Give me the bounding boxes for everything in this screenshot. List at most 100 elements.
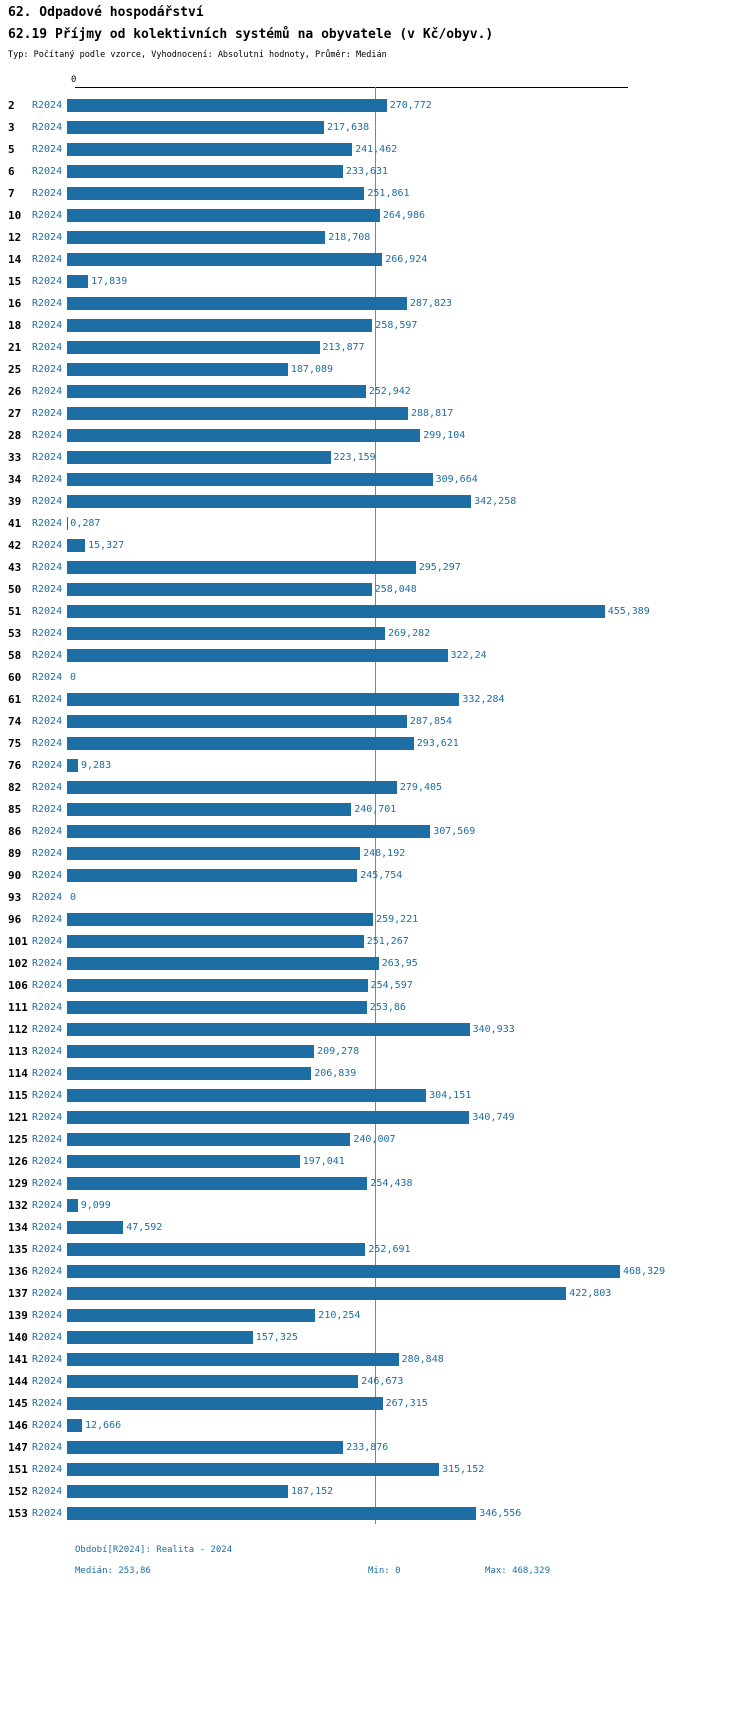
row-series-label: R2024 bbox=[32, 891, 63, 903]
row-series-label: R2024 bbox=[32, 363, 63, 375]
bar[interactable] bbox=[67, 186, 365, 200]
chart-row: 137 R2024 422,803 bbox=[0, 1282, 750, 1304]
bar[interactable] bbox=[67, 824, 431, 838]
bar[interactable] bbox=[67, 318, 373, 332]
row-series-label: R2024 bbox=[32, 209, 63, 221]
bar[interactable] bbox=[67, 604, 605, 618]
row-id: 75 bbox=[8, 736, 22, 750]
bar[interactable] bbox=[67, 648, 448, 662]
row-series-label: R2024 bbox=[32, 1023, 63, 1035]
bar-value-label: 346,556 bbox=[479, 1507, 522, 1519]
bar[interactable] bbox=[67, 582, 372, 596]
bar-area: 332,284 bbox=[67, 692, 620, 706]
row-id: 15 bbox=[8, 274, 22, 288]
row-id: 14 bbox=[8, 252, 22, 266]
chart-row: 129 R2024 254,438 bbox=[0, 1172, 750, 1194]
bar[interactable] bbox=[67, 1242, 366, 1256]
bar[interactable] bbox=[67, 472, 433, 486]
row-id: 61 bbox=[8, 692, 22, 706]
row-series-label: R2024 bbox=[32, 759, 63, 771]
bar[interactable] bbox=[67, 450, 331, 464]
chart-row: 86 R2024 307,569 bbox=[0, 820, 750, 842]
bar[interactable] bbox=[67, 1000, 367, 1014]
bar[interactable] bbox=[67, 1440, 344, 1454]
bar[interactable] bbox=[67, 1132, 351, 1146]
bar[interactable] bbox=[67, 1264, 620, 1278]
report-page: 62. Odpadové hospodářství 62.19 Příjmy o… bbox=[0, 5, 750, 1576]
bar-value-label: 332,284 bbox=[462, 693, 505, 705]
bar-value-label: 253,86 bbox=[369, 1001, 406, 1013]
chart-row: 18 R2024 258,597 bbox=[0, 314, 750, 336]
bar[interactable] bbox=[67, 626, 385, 640]
bar[interactable] bbox=[67, 1418, 82, 1432]
bar[interactable] bbox=[67, 560, 416, 574]
bar[interactable] bbox=[67, 1506, 477, 1520]
bar[interactable] bbox=[67, 1374, 359, 1388]
chart-row: 76 R2024 9,283 bbox=[0, 754, 750, 776]
bar[interactable] bbox=[67, 692, 460, 706]
bar[interactable] bbox=[67, 406, 408, 420]
row-series-label: R2024 bbox=[32, 869, 63, 881]
bar[interactable] bbox=[67, 428, 421, 442]
row-id: 153 bbox=[8, 1506, 28, 1520]
bar[interactable] bbox=[67, 98, 387, 112]
bar[interactable] bbox=[67, 120, 324, 134]
row-id: 102 bbox=[8, 956, 28, 970]
bar[interactable] bbox=[67, 1066, 312, 1080]
bar[interactable] bbox=[67, 230, 326, 244]
bar[interactable] bbox=[67, 164, 343, 178]
bar[interactable] bbox=[67, 956, 379, 970]
bar[interactable] bbox=[67, 274, 89, 288]
row-id: 18 bbox=[8, 318, 22, 332]
bar-area: 346,556 bbox=[67, 1506, 620, 1520]
bar[interactable] bbox=[67, 1022, 470, 1036]
bar-value-label: 187,152 bbox=[291, 1485, 334, 1497]
row-series-label: R2024 bbox=[32, 1155, 63, 1167]
bar[interactable] bbox=[67, 384, 366, 398]
bar[interactable] bbox=[67, 912, 374, 926]
median-stat: Medián: 253,86 bbox=[75, 1566, 151, 1576]
bar[interactable] bbox=[67, 1286, 567, 1300]
bar[interactable] bbox=[67, 758, 78, 772]
row-id: 121 bbox=[8, 1110, 28, 1124]
bar[interactable] bbox=[67, 1088, 427, 1102]
bar[interactable] bbox=[67, 142, 353, 156]
bar-area: 254,597 bbox=[67, 978, 620, 992]
bar[interactable] bbox=[67, 846, 361, 860]
bar[interactable] bbox=[67, 296, 407, 310]
row-id: 7 bbox=[8, 186, 15, 200]
bar[interactable] bbox=[67, 868, 358, 882]
bar[interactable] bbox=[67, 1352, 399, 1366]
bar[interactable] bbox=[67, 538, 86, 552]
bar[interactable] bbox=[67, 1308, 316, 1322]
bar[interactable] bbox=[67, 362, 288, 376]
bar[interactable] bbox=[67, 978, 368, 992]
bar-value-label: 293,621 bbox=[416, 737, 459, 749]
bar[interactable] bbox=[67, 208, 380, 222]
bar-area: 299,104 bbox=[67, 428, 620, 442]
bar[interactable] bbox=[67, 252, 383, 266]
bar[interactable] bbox=[67, 1044, 315, 1058]
bar[interactable] bbox=[67, 934, 364, 948]
bar-area: 315,152 bbox=[67, 1462, 620, 1476]
bar[interactable] bbox=[67, 1220, 124, 1234]
bar[interactable] bbox=[67, 1462, 440, 1476]
bar[interactable] bbox=[67, 494, 472, 508]
bar[interactable] bbox=[67, 1110, 470, 1124]
bar-value-label: 15,327 bbox=[88, 539, 125, 551]
bar[interactable] bbox=[67, 736, 414, 750]
bar[interactable] bbox=[67, 1198, 78, 1212]
bar[interactable] bbox=[67, 780, 397, 794]
row-id: 74 bbox=[8, 714, 22, 728]
row-id: 112 bbox=[8, 1022, 28, 1036]
bar[interactable] bbox=[67, 1396, 383, 1410]
bar[interactable] bbox=[67, 340, 320, 354]
bar[interactable] bbox=[67, 1154, 300, 1168]
bar[interactable] bbox=[67, 1330, 253, 1344]
row-series-label: R2024 bbox=[32, 781, 63, 793]
bar[interactable] bbox=[67, 1484, 288, 1498]
bar[interactable] bbox=[67, 802, 352, 816]
bar[interactable] bbox=[67, 1176, 368, 1190]
bar-value-label: 240,007 bbox=[353, 1133, 396, 1145]
bar[interactable] bbox=[67, 714, 407, 728]
